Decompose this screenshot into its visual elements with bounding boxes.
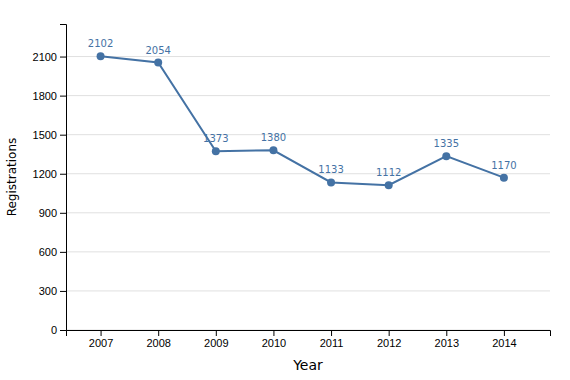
line — [101, 56, 504, 185]
data-label: 1380 — [261, 132, 286, 143]
y-tick-mark — [60, 291, 66, 292]
x-tick-label: 2014 — [492, 337, 516, 349]
x-tick-mark — [216, 330, 217, 336]
data-label: 1373 — [203, 133, 228, 144]
grid-line — [66, 56, 550, 57]
x-tick-mark — [101, 330, 102, 336]
y-tick-label: 1200 — [33, 168, 57, 180]
x-tick: 2008 — [146, 330, 170, 349]
point — [327, 178, 335, 186]
y-tick-label: 2100 — [33, 51, 57, 63]
y-tick-mark — [60, 135, 66, 136]
y-tick-mark — [60, 57, 66, 58]
x-tick: 2012 — [377, 330, 401, 349]
point — [269, 146, 277, 154]
point — [500, 174, 508, 182]
y-tick-mark — [60, 330, 66, 331]
y-axis-title: Registrations — [5, 138, 19, 217]
x-tick-mark — [158, 330, 159, 336]
point — [212, 147, 220, 155]
y-tick: 900 — [39, 207, 66, 219]
plot: 2007 2008 2009 2010 2011 2012 2013 2014 0 300 600 9… — [33, 25, 551, 349]
x-tick-mark — [389, 330, 390, 336]
data-label: 1133 — [318, 164, 343, 175]
x-tick-label: 2013 — [435, 337, 459, 349]
y-tick: 600 — [39, 246, 66, 258]
x-tick-mark — [331, 330, 332, 336]
grid-line — [66, 134, 550, 135]
grid-line — [66, 95, 550, 96]
data-label: 1335 — [434, 138, 459, 149]
y-tick-mark — [60, 174, 66, 175]
y-tick: 0 — [51, 324, 66, 336]
y-tick-label: 0 — [51, 324, 57, 336]
x-tick: 2013 — [435, 330, 459, 349]
y-tick-mark — [60, 252, 66, 253]
chart: 2007 2008 2009 2010 2011 2012 2013 2014 0 300 600 9… — [0, 0, 570, 380]
y-tick: 300 — [39, 285, 66, 297]
y-tick-mark — [60, 96, 66, 97]
marks — [97, 52, 508, 189]
point — [154, 59, 162, 67]
y-tick-mark — [60, 213, 66, 214]
y-tick: 2100 — [33, 51, 66, 63]
grid-line — [66, 290, 550, 291]
y-tick: 1800 — [33, 90, 66, 102]
point — [385, 181, 393, 189]
x-tick-mark — [273, 330, 274, 336]
data-labels: 2102 2054 1373 1380 1133 1112 1335 1170 — [88, 38, 517, 178]
y-axis-line — [60, 25, 67, 331]
point — [442, 152, 450, 160]
grid-line — [66, 212, 550, 213]
data-label: 2054 — [145, 45, 170, 56]
x-tick-label: 2010 — [262, 337, 286, 349]
x-tick-label: 2012 — [377, 337, 401, 349]
point — [97, 52, 105, 60]
data-label: 1112 — [376, 167, 401, 178]
x-tick-mark — [504, 330, 505, 336]
data-label: 1170 — [491, 160, 516, 171]
y-tick: 1500 — [33, 129, 66, 141]
x-tick: 2010 — [262, 330, 286, 349]
x-tick: 2009 — [204, 330, 228, 349]
x-tick-label: 2011 — [320, 337, 344, 349]
x-tick: 2014 — [492, 330, 516, 349]
x-axis-title: Year — [292, 357, 323, 373]
y-tick-label: 600 — [39, 246, 57, 258]
x-tick-mark — [446, 330, 447, 336]
y-tick-label: 300 — [39, 285, 57, 297]
y-tick: 1200 — [33, 168, 66, 180]
x-tick: 2007 — [89, 330, 113, 349]
grid — [66, 57, 550, 330]
x-tick: 2011 — [320, 330, 344, 349]
data-label: 2102 — [88, 38, 113, 49]
x-tick-label: 2007 — [89, 337, 113, 349]
x-tick-label: 2009 — [204, 337, 228, 349]
y-tick-label: 900 — [39, 207, 57, 219]
y-axis: 0 300 600 900 1200 1500 1800 2100 — [33, 25, 67, 337]
y-tick-label: 1800 — [33, 90, 57, 102]
x-tick-label: 2008 — [146, 337, 170, 349]
y-tick-label: 1500 — [33, 129, 57, 141]
grid-line — [66, 251, 550, 252]
x-axis-line — [67, 331, 551, 337]
grid-line — [66, 173, 550, 174]
x-axis: 2007 2008 2009 2010 2011 2012 2013 2014 — [67, 330, 551, 349]
